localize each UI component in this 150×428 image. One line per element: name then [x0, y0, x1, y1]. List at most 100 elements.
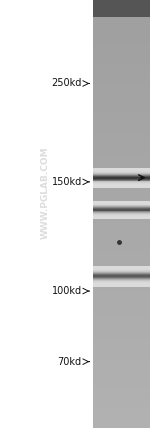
Bar — [93, 161, 150, 169]
Bar — [93, 209, 150, 217]
Bar — [93, 414, 150, 422]
Bar — [93, 243, 150, 251]
Bar — [93, 216, 150, 223]
Bar — [93, 213, 150, 215]
Bar — [93, 277, 150, 285]
Bar — [93, 0, 150, 428]
Bar — [93, 209, 150, 211]
Bar — [93, 250, 150, 258]
Bar — [93, 271, 150, 273]
Bar — [93, 284, 150, 292]
Bar — [93, 210, 150, 211]
Bar — [93, 270, 150, 278]
Bar — [93, 140, 150, 148]
Bar — [93, 45, 150, 52]
Bar — [93, 270, 150, 272]
Bar — [93, 205, 150, 206]
Bar — [93, 206, 150, 208]
Bar — [93, 113, 150, 121]
Bar — [93, 257, 150, 265]
Bar — [93, 172, 150, 174]
Bar — [93, 275, 150, 277]
Bar — [93, 175, 150, 176]
Bar — [93, 207, 150, 209]
Bar — [93, 366, 150, 374]
Bar — [93, 204, 150, 205]
Bar — [93, 201, 150, 203]
Bar — [93, 278, 150, 280]
Bar — [93, 203, 150, 205]
Bar — [93, 65, 150, 73]
Text: 250kd: 250kd — [51, 78, 82, 89]
Text: 70kd: 70kd — [58, 357, 82, 367]
Bar — [93, 283, 150, 285]
Bar — [93, 17, 150, 25]
Bar — [93, 182, 150, 184]
Bar — [93, 272, 150, 274]
Bar — [93, 154, 150, 162]
Bar — [93, 120, 150, 128]
Bar — [93, 282, 150, 284]
Bar — [93, 86, 150, 93]
Bar — [93, 279, 150, 281]
Bar — [93, 186, 150, 188]
Bar — [93, 188, 150, 196]
Bar — [93, 58, 150, 66]
Bar — [93, 380, 150, 388]
Bar — [93, 79, 150, 86]
Bar — [93, 205, 150, 207]
Text: 100kd: 100kd — [52, 286, 82, 296]
Bar — [93, 127, 150, 134]
Bar — [93, 276, 150, 278]
Bar — [93, 280, 150, 282]
Bar — [93, 229, 150, 237]
Bar — [93, 202, 150, 210]
Bar — [93, 284, 150, 285]
Bar — [93, 217, 150, 219]
Bar — [93, 168, 150, 170]
Bar — [93, 394, 150, 401]
Bar — [93, 170, 150, 172]
Bar — [93, 183, 150, 185]
Bar — [93, 175, 150, 182]
Bar — [93, 178, 150, 181]
Bar — [93, 168, 150, 175]
Bar — [93, 38, 150, 45]
Bar — [93, 281, 150, 282]
Bar — [93, 181, 150, 182]
Bar — [93, 236, 150, 244]
Bar — [93, 92, 150, 100]
Bar — [93, 184, 150, 186]
Bar — [93, 202, 150, 204]
Text: 150kd: 150kd — [51, 177, 82, 187]
Bar — [93, 51, 150, 59]
Bar — [93, 268, 150, 269]
Bar — [93, 185, 150, 187]
Bar — [93, 269, 150, 271]
Bar — [93, 24, 150, 32]
Bar — [93, 212, 150, 214]
Bar — [93, 339, 150, 347]
Bar — [93, 215, 150, 217]
Bar — [93, 169, 150, 171]
Bar — [93, 0, 150, 17]
Bar — [93, 181, 150, 183]
Bar — [93, 72, 150, 80]
Bar — [93, 305, 150, 312]
Bar — [93, 208, 150, 210]
Bar — [93, 421, 150, 428]
Text: WWW.PGLAB.COM: WWW.PGLAB.COM — [40, 146, 50, 239]
Bar — [93, 312, 150, 319]
Bar — [93, 174, 150, 175]
Bar — [93, 360, 150, 367]
Bar — [93, 387, 150, 395]
Bar — [93, 211, 150, 213]
Bar — [93, 273, 150, 275]
Bar — [93, 346, 150, 354]
Bar — [93, 223, 150, 230]
Bar — [93, 266, 150, 268]
Bar — [93, 298, 150, 306]
Bar — [93, 268, 150, 270]
Bar — [93, 217, 150, 218]
Bar — [93, 274, 150, 276]
